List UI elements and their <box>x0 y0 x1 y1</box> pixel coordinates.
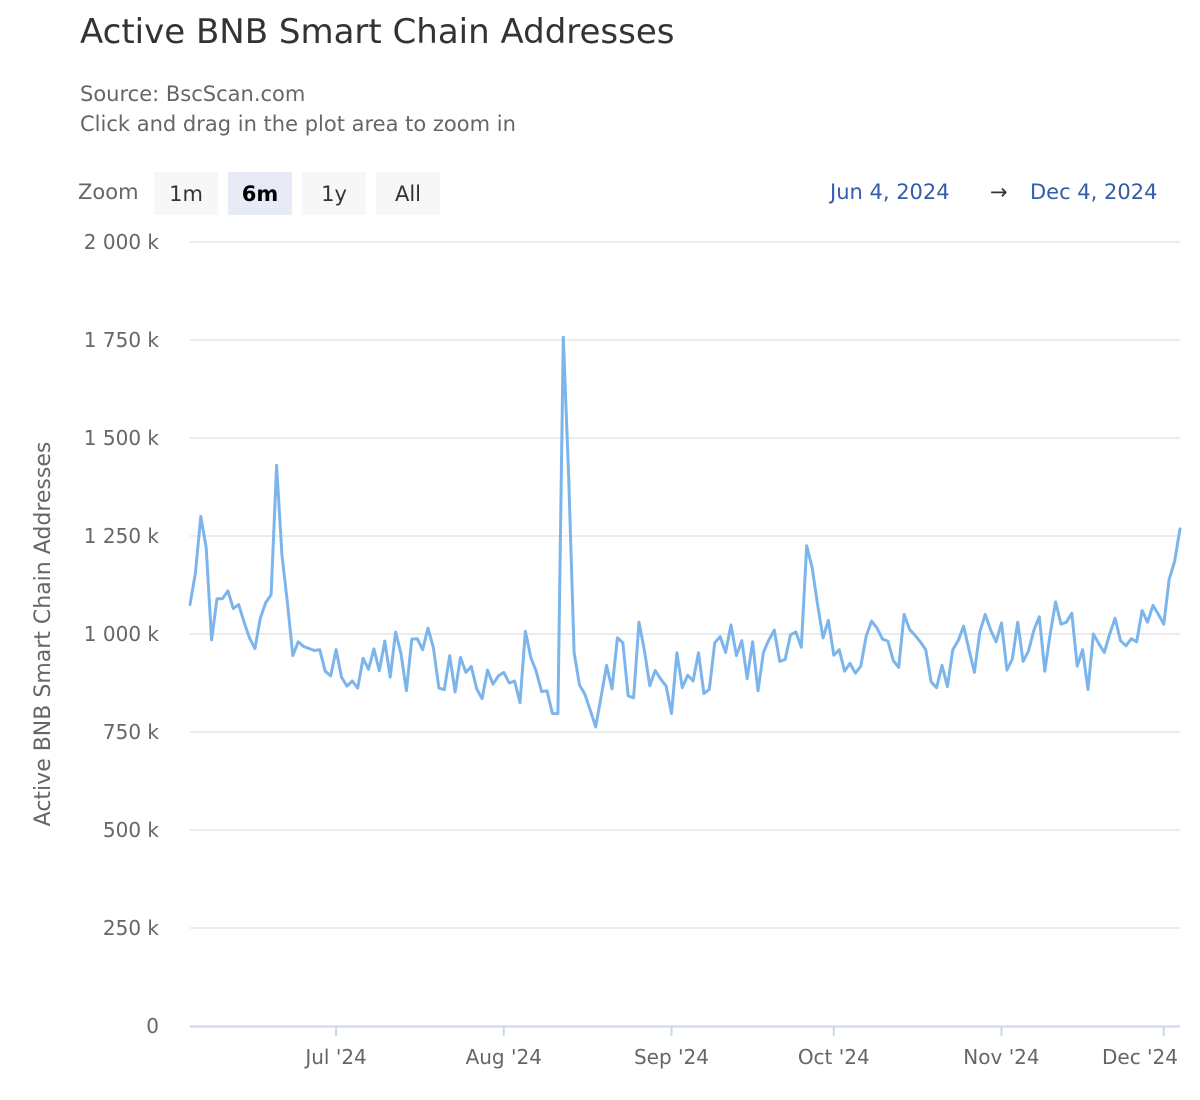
x-axis-ticks: Jul '24 Aug '24 Sep '24 Oct '24 Nov '24 Dec '… <box>303 1026 1178 1069</box>
zoom-1y-button[interactable]: 1y <box>302 172 366 215</box>
y-tick-label: 250 k <box>103 916 160 940</box>
y-tick-label: 0 <box>146 1014 159 1038</box>
x-tick-label: Nov '24 <box>963 1045 1039 1069</box>
zoom-label: Zoom <box>78 180 139 204</box>
y-tick-label: 750 k <box>103 720 160 744</box>
chart-source: Source: BscScan.com <box>80 82 306 106</box>
range-from-input[interactable]: Jun 4, 2024 <box>830 180 950 204</box>
range-to-input[interactable]: Dec 4, 2024 <box>1030 180 1158 204</box>
series-line-active-addresses[interactable] <box>188 335 1182 729</box>
x-tick-label: Dec '24 <box>1102 1045 1178 1069</box>
zoom-6m-button[interactable]: 6m <box>228 172 292 215</box>
y-tick-label: 1 250 k <box>84 524 160 548</box>
zoom-all-button[interactable]: All <box>376 172 440 215</box>
range-arrow: → <box>990 180 1008 204</box>
x-tick-label: Sep '24 <box>634 1045 709 1069</box>
y-axis-title: Active BNB Smart Chain Addresses <box>31 442 56 827</box>
chart-zoom-hint: Click and drag in the plot area to zoom … <box>80 112 516 136</box>
y-tick-label: 500 k <box>103 818 160 842</box>
y-tick-label: 1 500 k <box>84 426 160 450</box>
y-axis-ticks: 0 250 k 500 k 750 k 1 000 k 1 250 k 1 500 k 1 7… <box>84 230 160 1038</box>
x-tick-label: Jul '24 <box>303 1045 366 1069</box>
y-tick-label: 1 000 k <box>84 622 160 646</box>
x-tick-label: Aug '24 <box>466 1045 542 1069</box>
y-tick-label: 1 750 k <box>84 328 160 352</box>
x-tick-label: Oct '24 <box>798 1045 870 1069</box>
chart-title: Active BNB Smart Chain Addresses <box>80 12 675 52</box>
zoom-1m-button[interactable]: 1m <box>154 172 218 215</box>
y-tick-label: 2 000 k <box>84 230 160 254</box>
grid-lines <box>190 241 1180 929</box>
